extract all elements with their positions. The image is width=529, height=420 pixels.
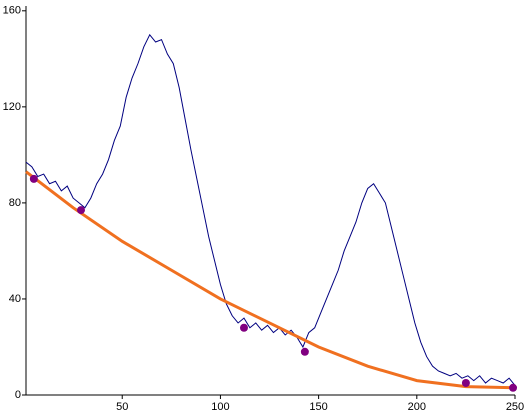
marker (76, 206, 85, 215)
x-tick-label: 250 (506, 401, 524, 413)
x-tick-label: 150 (309, 401, 327, 413)
marker (300, 347, 309, 356)
x-tick-label: 200 (408, 401, 426, 413)
marker (239, 323, 248, 332)
y-tick-label: 40 (9, 293, 21, 305)
marker (509, 383, 518, 392)
data-line (25, 33, 516, 386)
x-tick-label: 100 (211, 401, 229, 413)
y-tick-label: 80 (9, 197, 21, 209)
marker (29, 174, 38, 183)
y-tick-label: 120 (3, 101, 21, 113)
marker (461, 378, 470, 387)
y-tick-label: 160 (3, 5, 21, 17)
y-tick-label: 0 (15, 389, 21, 401)
x-tick-label: 50 (116, 401, 128, 413)
data-line (25, 170, 516, 390)
